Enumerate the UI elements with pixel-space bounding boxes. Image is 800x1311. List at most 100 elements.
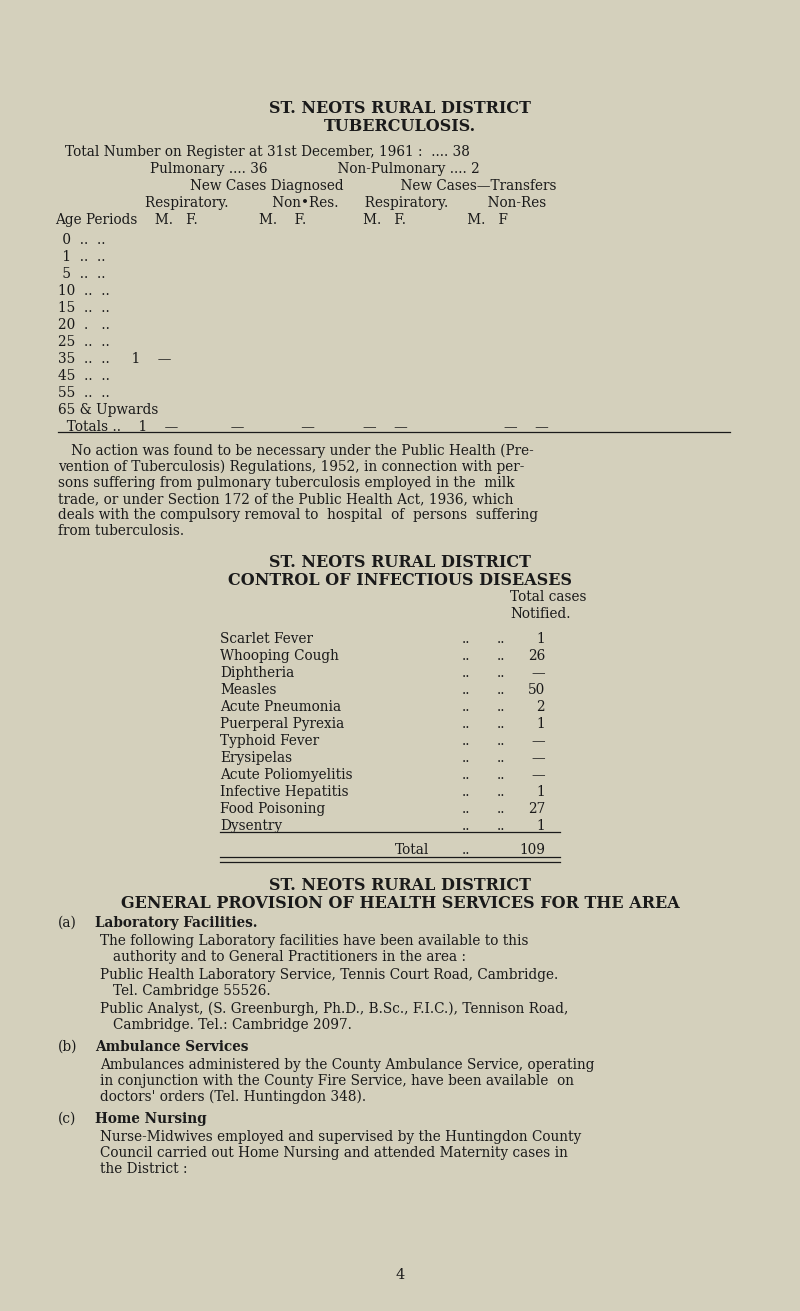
Text: Scarlet Fever: Scarlet Fever [220,632,313,646]
Text: in conjunction with the County Fire Service, have been available  on: in conjunction with the County Fire Serv… [100,1074,574,1088]
Text: ST. NEOTS RURAL DISTRICT: ST. NEOTS RURAL DISTRICT [269,555,531,572]
Text: Totals ..    1    —            —             —           —    —                 : Totals .. 1 — — — — — [58,420,549,434]
Text: Erysipelas: Erysipelas [220,751,292,766]
Text: TUBERCULOSIS.: TUBERCULOSIS. [324,118,476,135]
Text: Diphtheria: Diphtheria [220,666,294,680]
Text: Dysentry: Dysentry [220,819,282,832]
Text: Public Health Laboratory Service, Tennis Court Road, Cambridge.: Public Health Laboratory Service, Tennis… [100,968,558,982]
Text: ..: .. [497,768,506,781]
Text: (a): (a) [58,916,77,929]
Text: ..: .. [462,683,470,697]
Text: —: — [531,666,545,680]
Text: Whooping Cough: Whooping Cough [220,649,339,663]
Text: ..: .. [497,700,506,714]
Text: deals with the compulsory removal to  hospital  of  persons  suffering: deals with the compulsory removal to hos… [58,507,538,522]
Text: Age Periods    M.   F.              M.    F.             M.   F.              M.: Age Periods M. F. M. F. M. F. M. [55,212,508,227]
Text: 50: 50 [528,683,545,697]
Text: Tel. Cambridge 55526.: Tel. Cambridge 55526. [113,985,270,998]
Text: ..: .. [497,632,506,646]
Text: ..: .. [497,802,506,815]
Text: Nurse-Midwives employed and supervised by the Huntingdon County: Nurse-Midwives employed and supervised b… [100,1130,582,1145]
Text: Ambulances administered by the County Ambulance Service, operating: Ambulances administered by the County Am… [100,1058,594,1072]
Text: 4: 4 [395,1268,405,1282]
Text: 1  ..  ..: 1 .. .. [58,250,106,264]
Text: Food Poisoning: Food Poisoning [220,802,326,815]
Text: ..: .. [462,819,470,832]
Text: ST. NEOTS RURAL DISTRICT: ST. NEOTS RURAL DISTRICT [269,100,531,117]
Text: Council carried out Home Nursing and attended Maternity cases in: Council carried out Home Nursing and att… [100,1146,568,1160]
Text: Laboratory Facilities.: Laboratory Facilities. [95,916,258,929]
Text: GENERAL PROVISION OF HEALTH SERVICES FOR THE AREA: GENERAL PROVISION OF HEALTH SERVICES FOR… [121,895,679,912]
Text: Total Number on Register at 31st December, 1961 :  .... 38: Total Number on Register at 31st Decembe… [65,146,470,159]
Text: ..: .. [462,717,470,732]
Text: Acute Poliomyelitis: Acute Poliomyelitis [220,768,353,781]
Text: ..: .. [497,819,506,832]
Text: Home Nursing: Home Nursing [95,1112,206,1126]
Text: doctors' orders (Tel. Huntingdon 348).: doctors' orders (Tel. Huntingdon 348). [100,1089,366,1104]
Text: Total: Total [395,843,430,857]
Text: 25  ..  ..: 25 .. .. [58,336,110,349]
Text: ..: .. [497,717,506,732]
Text: ..: .. [462,734,470,749]
Text: 1: 1 [536,785,545,798]
Text: 2: 2 [536,700,545,714]
Text: Measles: Measles [220,683,277,697]
Text: ..: .. [462,802,470,815]
Text: (c): (c) [58,1112,76,1126]
Text: 20  .   ..: 20 . .. [58,319,110,332]
Text: Pulmonary .... 36                Non-Pulmonary .... 2: Pulmonary .... 36 Non-Pulmonary .... 2 [150,163,480,176]
Text: —: — [531,734,545,749]
Text: the District :: the District : [100,1162,187,1176]
Text: authority and to General Practitioners in the area :: authority and to General Practitioners i… [113,950,466,964]
Text: ..: .. [497,649,506,663]
Text: ..: .. [497,683,506,697]
Text: (b): (b) [58,1040,78,1054]
Text: ..: .. [462,843,470,857]
Text: ..: .. [462,700,470,714]
Text: ..: .. [497,666,506,680]
Text: 1: 1 [536,632,545,646]
Text: from tuberculosis.: from tuberculosis. [58,524,184,538]
Text: 1: 1 [536,819,545,832]
Text: ..: .. [497,785,506,798]
Text: 10  ..  ..: 10 .. .. [58,284,110,298]
Text: 15  ..  ..: 15 .. .. [58,302,110,315]
Text: 0  ..  ..: 0 .. .. [58,233,106,246]
Text: Notified.: Notified. [510,607,570,621]
Text: 1: 1 [536,717,545,732]
Text: ..: .. [462,785,470,798]
Text: ..: .. [462,751,470,766]
Text: Infective Hepatitis: Infective Hepatitis [220,785,349,798]
Text: 65 & Upwards: 65 & Upwards [58,402,158,417]
Text: —: — [531,768,545,781]
Text: ..: .. [497,734,506,749]
Text: ..: .. [462,666,470,680]
Text: 27: 27 [528,802,545,815]
Text: The following Laboratory facilities have been available to this: The following Laboratory facilities have… [100,933,529,948]
Text: 109: 109 [519,843,545,857]
Text: vention of Tuberculosis) Regulations, 1952, in connection with per-: vention of Tuberculosis) Regulations, 19… [58,460,524,475]
Text: Cambridge. Tel.: Cambridge 2097.: Cambridge. Tel.: Cambridge 2097. [113,1019,352,1032]
Text: trade, or under Section 172 of the Public Health Act, 1936, which: trade, or under Section 172 of the Publi… [58,492,514,506]
Text: ..: .. [462,649,470,663]
Text: Public Analyst, (S. Greenburgh, Ph.D., B.Sc., F.I.C.), Tennison Road,: Public Analyst, (S. Greenburgh, Ph.D., B… [100,1002,568,1016]
Text: ..: .. [497,751,506,766]
Text: Puerperal Pyrexia: Puerperal Pyrexia [220,717,344,732]
Text: No action was found to be necessary under the Public Health (Pre-: No action was found to be necessary unde… [58,444,534,459]
Text: Respiratory.          Non•Res.      Respiratory.         Non-Res: Respiratory. Non•Res. Respiratory. Non-R… [145,197,546,210]
Text: New Cases Diagnosed             New Cases—Transfers: New Cases Diagnosed New Cases—Transfers [190,180,557,193]
Text: 35  ..  ..     1    —: 35 .. .. 1 — [58,351,171,366]
Text: ..: .. [462,632,470,646]
Text: Ambulance Services: Ambulance Services [95,1040,248,1054]
Text: 26: 26 [528,649,545,663]
Text: —: — [531,751,545,766]
Text: Total cases: Total cases [510,590,586,604]
Text: 45  ..  ..: 45 .. .. [58,368,110,383]
Text: 55  ..  ..: 55 .. .. [58,385,110,400]
Text: Acute Pneumonia: Acute Pneumonia [220,700,341,714]
Text: 5  ..  ..: 5 .. .. [58,267,106,281]
Text: ..: .. [462,768,470,781]
Text: sons suffering from pulmonary tuberculosis employed in the  milk: sons suffering from pulmonary tuberculos… [58,476,514,490]
Text: ST. NEOTS RURAL DISTRICT: ST. NEOTS RURAL DISTRICT [269,877,531,894]
Text: CONTROL OF INFECTIOUS DISEASES: CONTROL OF INFECTIOUS DISEASES [228,572,572,589]
